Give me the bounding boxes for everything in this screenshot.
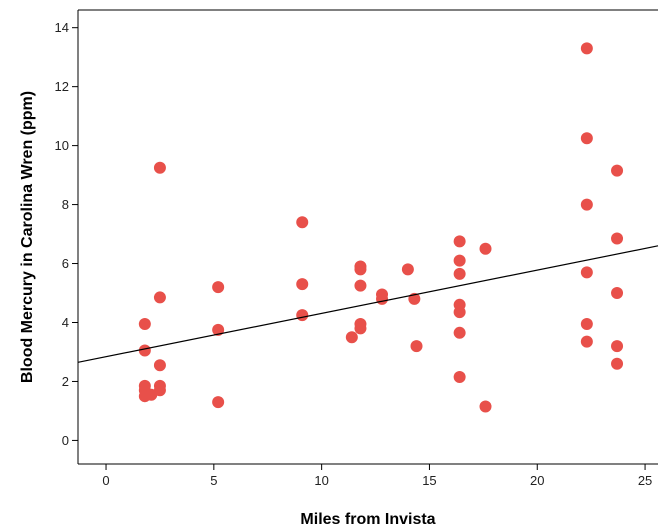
- x-axis-title: Miles from Invista: [300, 511, 435, 528]
- data-point: [138, 317, 151, 330]
- data-point: [376, 292, 389, 305]
- y-tick-label: 8: [62, 197, 69, 212]
- data-point: [580, 198, 593, 211]
- data-point: [345, 331, 358, 344]
- data-point: [138, 344, 151, 357]
- data-point: [453, 326, 466, 339]
- regression-line: [77, 245, 659, 363]
- data-point: [611, 357, 624, 370]
- data-point: [296, 309, 309, 322]
- data-point: [296, 278, 309, 291]
- data-point: [354, 322, 367, 335]
- x-tick-label: 15: [422, 473, 436, 488]
- y-axis-ticks: 0 2 4 6 8 10 12 14: [55, 20, 78, 448]
- data-point: [453, 267, 466, 280]
- data-point: [611, 164, 624, 177]
- x-tick-label: 0: [102, 473, 109, 488]
- data-point: [153, 359, 166, 372]
- data-point: [153, 291, 166, 304]
- y-tick-label: 12: [55, 79, 69, 94]
- y-tick-label: 6: [62, 256, 69, 271]
- data-point: [580, 317, 593, 330]
- data-point: [453, 371, 466, 384]
- x-axis-ticks: 0 5 10 15 20 25: [102, 464, 652, 488]
- data-point: [453, 235, 466, 248]
- x-tick-label: 10: [314, 473, 328, 488]
- data-point: [453, 306, 466, 319]
- y-tick-label: 0: [62, 433, 69, 448]
- data-point: [354, 263, 367, 276]
- y-tick-label: 14: [55, 20, 69, 35]
- data-point: [212, 323, 225, 336]
- data-point: [611, 287, 624, 300]
- x-tick-label: 25: [638, 473, 652, 488]
- data-point: [296, 216, 309, 229]
- y-tick-label: 2: [62, 374, 69, 389]
- y-tick-label: 4: [62, 315, 69, 330]
- data-point: [580, 42, 593, 55]
- x-tick-label: 5: [210, 473, 217, 488]
- data-point: [611, 232, 624, 245]
- data-point: [153, 161, 166, 174]
- data-point: [580, 132, 593, 145]
- data-point: [479, 400, 492, 413]
- plot-area: [78, 10, 658, 464]
- data-point: [611, 340, 624, 353]
- data-point: [212, 281, 225, 294]
- y-axis-title: Blood Mercury in Carolina Wren (ppm): [19, 91, 36, 383]
- data-point: [453, 254, 466, 267]
- data-point: [410, 340, 423, 353]
- data-point: [479, 242, 492, 255]
- data-points: [138, 42, 624, 413]
- data-point: [580, 266, 593, 279]
- data-point: [153, 384, 166, 397]
- y-tick-label: 10: [55, 138, 69, 153]
- data-point: [212, 396, 225, 409]
- data-point: [401, 263, 414, 276]
- data-point: [580, 335, 593, 348]
- data-point: [354, 279, 367, 292]
- x-tick-label: 20: [530, 473, 544, 488]
